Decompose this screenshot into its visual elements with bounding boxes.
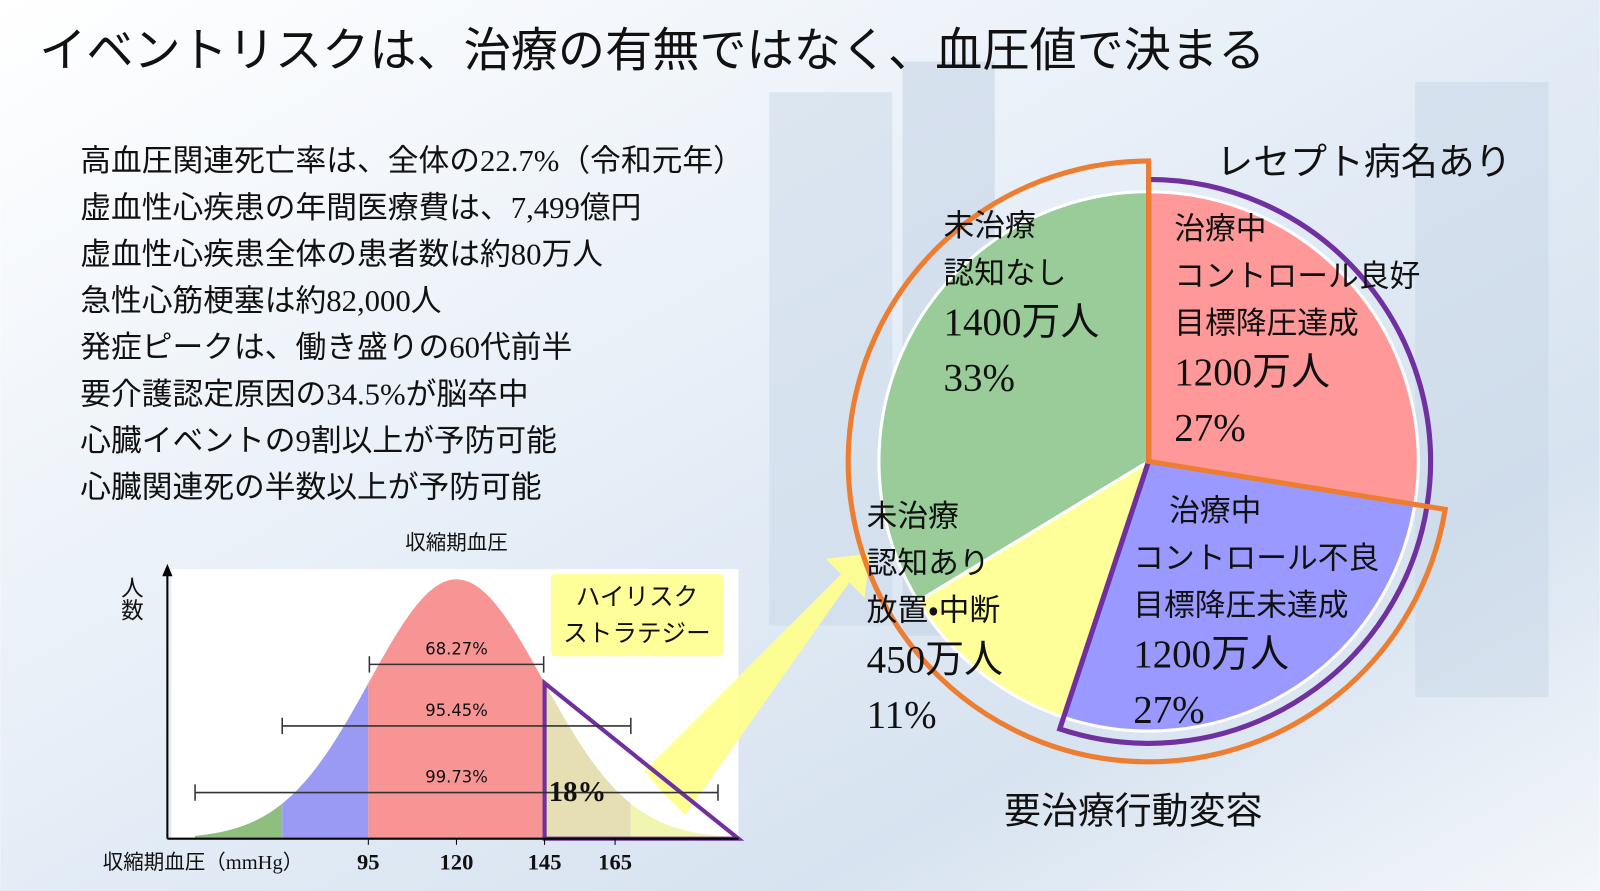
fact-line: 虚血性心疾患全体の患者数は約80万人: [80, 237, 603, 271]
slice-percent: 33%: [944, 356, 1015, 399]
slice-label: 認知なし: [944, 255, 1067, 291]
slice-count: 1200万人: [1174, 351, 1330, 394]
x-tick-label: 145: [528, 850, 562, 875]
slice-label: コントロール良好: [1174, 258, 1420, 294]
slice-percent: 11%: [867, 694, 937, 737]
interval-label: 68.27%: [425, 640, 488, 659]
fact-line: 急性心筋梗塞は約82,000人: [80, 284, 441, 318]
annotation: ストラテジー: [563, 619, 711, 648]
slice-percent: 27%: [1133, 689, 1204, 732]
slice-label: 未治療: [944, 208, 1036, 244]
tail-region: [195, 803, 283, 839]
fact-line: 高血圧関連死亡率は、全体の22.7%（令和元年）: [80, 144, 744, 178]
x-tick-label: 165: [598, 850, 632, 875]
tail-region: [630, 803, 739, 839]
annotation: 要治療行動変容: [1004, 790, 1262, 833]
slice-label: 目標降圧達成: [1174, 306, 1359, 342]
action-outline: [845, 158, 1449, 765]
building: [769, 92, 893, 626]
arrow: [644, 553, 870, 816]
pie-slice: [1061, 459, 1417, 733]
high-region: [544, 683, 631, 839]
fact-line: 虚血性心疾患の年間医療費は、7,499億円: [80, 191, 641, 225]
slide-title: イベントリスクは、治療の有無ではなく、血圧値で決まる: [39, 23, 1265, 78]
slice-label: 治療中: [1174, 211, 1266, 247]
building: [1415, 82, 1549, 698]
pie-slice: [1147, 190, 1420, 507]
annotation-box: [550, 574, 724, 657]
pie-slice: [915, 457, 1152, 720]
slice-label: 治療中: [1169, 493, 1261, 529]
slice-label: 未治療: [867, 498, 959, 534]
interval-label: 95.45%: [425, 701, 488, 720]
slice-count: 1200万人: [1133, 633, 1289, 676]
slice-label: 認知あり: [867, 545, 990, 581]
x-tick-label: 120: [440, 850, 474, 875]
center-region: [368, 579, 545, 839]
slice-percent: 27%: [1174, 407, 1245, 450]
annotation: レセプト病名あり: [1216, 141, 1511, 184]
pie-slice: [877, 190, 1151, 604]
slice-label: コントロール不良: [1133, 540, 1379, 576]
slice-label: 目標降圧未達成: [1133, 587, 1348, 623]
fact-line: 発症ピークは、働き盛りの60代前半: [80, 331, 572, 365]
y-axis-arrow: [162, 563, 173, 577]
fact-line: 心臓関連死の半数以上が予防可能: [80, 471, 541, 505]
fact-line: 要介護認定原因の34.5%が脳卒中: [80, 377, 528, 411]
interval-label: 99.73%: [425, 768, 488, 787]
y-axis-label: 人数: [117, 576, 143, 621]
x-axis-label: 収縮期血圧（mmHg）: [103, 851, 303, 874]
high-risk-label: 18%: [549, 776, 606, 808]
annotation: ハイリスク: [576, 582, 698, 611]
chart-title: 収縮期血圧: [405, 530, 508, 554]
x-tick-label: 95: [357, 850, 380, 875]
slice-label: 放置・中断: [867, 593, 1000, 629]
slice-count: 1400万人: [944, 301, 1100, 344]
fact-line: 心臓イベントの9割以上が予防可能: [80, 424, 557, 458]
slice-count: 450万人: [867, 638, 1003, 681]
low-region: [282, 683, 369, 839]
